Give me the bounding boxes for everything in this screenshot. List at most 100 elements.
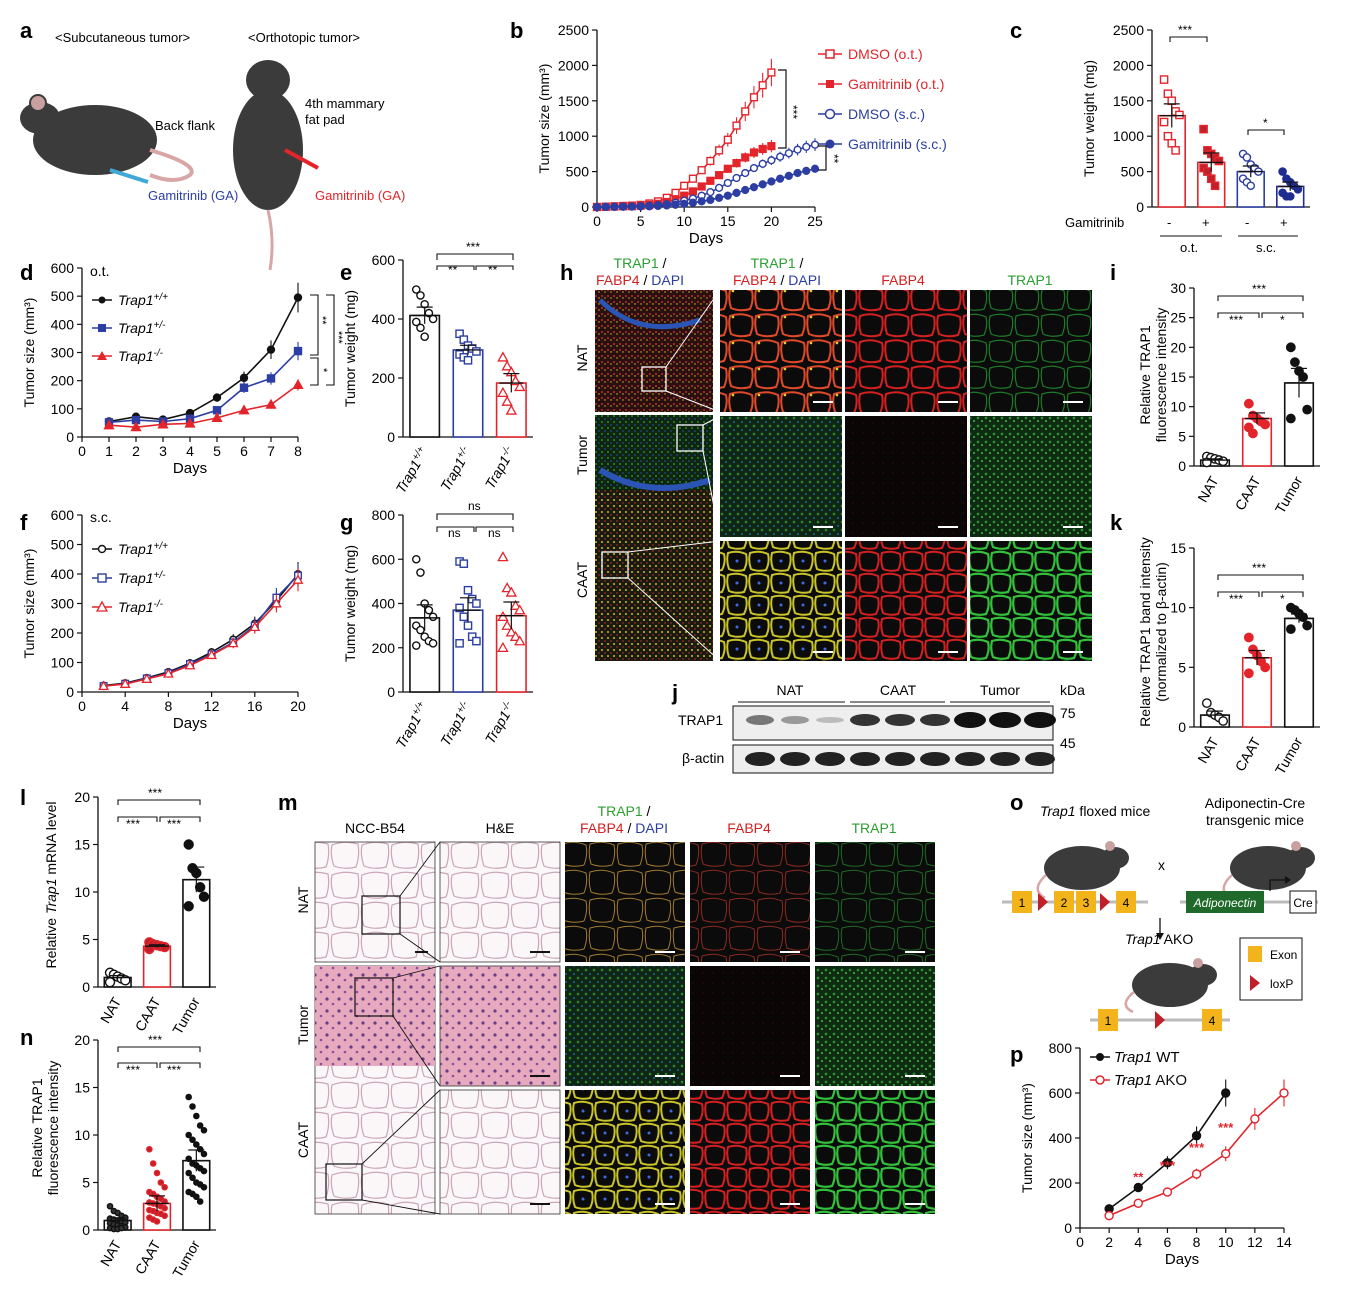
series-line (108, 384, 299, 428)
o-exon-1: 1 (1019, 896, 1026, 910)
data-point (1260, 419, 1271, 430)
data-point (592, 202, 602, 212)
p-legend-wt: WT (1152, 1049, 1180, 1066)
x-tick-label: 8 (165, 698, 173, 714)
data-point (653, 201, 663, 211)
y-tick-label: 800 (1049, 1040, 1073, 1056)
y-tick-label: 5 (1178, 428, 1186, 444)
x-tick-label: Trap1+/- (437, 444, 475, 494)
data-point (714, 171, 724, 180)
data-point (749, 183, 759, 192)
x-tick-label: 2 (132, 443, 140, 459)
x-tick-label-gene: Trap1 (437, 455, 469, 494)
data-point (185, 1131, 192, 1139)
x-tick-label-sup: +/- (454, 699, 470, 715)
x-tick-label: Trap1-/- (481, 699, 518, 747)
data-point (627, 202, 636, 211)
d-tag: o.t. (90, 263, 109, 279)
data-point (416, 568, 425, 577)
data-point (784, 171, 793, 180)
m-fabp4-tumor (690, 966, 810, 1086)
data-point (211, 412, 223, 422)
data-point (1221, 1088, 1231, 1098)
data-point (1214, 156, 1224, 166)
y-tick-label: 10 (1170, 399, 1186, 415)
svg-text:Trap1 floxed mice: Trap1 floxed mice (1040, 803, 1150, 819)
j-band-actin: β-actin (682, 750, 724, 766)
svg-text:Trap1 WT: Trap1 WT (1114, 1049, 1180, 1066)
data-point (106, 1202, 114, 1210)
panel-letter-d: d (20, 260, 33, 285)
sig-l-3: *** (167, 817, 181, 831)
panel-a: <Subcutaneous tumor> <Orthotopic tumor> … (20, 30, 405, 271)
data-point (723, 164, 732, 173)
svg-text:Trap1 AKO: Trap1 AKO (1114, 1072, 1187, 1089)
series-line (103, 579, 299, 687)
data-point (514, 380, 526, 392)
data-point (189, 1174, 196, 1182)
h-nat-fabp4 (845, 290, 967, 412)
h-row-tumor: Tumor (574, 435, 590, 475)
d-legend-2: Trap1 (118, 320, 154, 336)
chart-c: 0 500 1000 1500 2000 2500 Tumor weight (mg) (1081, 22, 1310, 215)
n-ylabel-2: fluorescence intensity (45, 1061, 61, 1196)
x-tick-label: 25 (807, 213, 823, 229)
panel-letter-m: m (278, 790, 298, 815)
data-point (1285, 624, 1296, 635)
data-point (802, 166, 811, 175)
data-point (497, 386, 509, 398)
m-he-nat (439, 841, 561, 963)
data-point (680, 199, 689, 208)
mouse-side-illustration (20, 94, 194, 184)
x-tick-label: 15 (720, 213, 736, 229)
x-tick-label: CAAT (1232, 734, 1264, 774)
data-point (749, 163, 759, 173)
x-tick-label: 20 (290, 698, 306, 714)
y-tick-label: 1500 (1113, 93, 1144, 109)
y-tick-label: 600 (51, 507, 75, 523)
x-tick-label: NAT (1194, 734, 1222, 766)
m-merge-caat (565, 1090, 685, 1214)
x-tick-label: 6 (240, 443, 248, 459)
svg-text:FABP4 / DAPI: FABP4 / DAPI (733, 272, 821, 288)
data-point (741, 168, 750, 178)
x-tick-label: 0 (78, 443, 86, 459)
svg-text:Trap1+/-: Trap1+/- (118, 570, 166, 587)
chart-i: 0 5 10 15 20 25 30 NAT CAAT Tumor (1170, 280, 1320, 516)
y-tick-label: 2500 (558, 22, 589, 38)
m-col-he: H&E (486, 820, 515, 836)
sig-l-2: *** (126, 817, 140, 831)
sig-n-2: *** (126, 1063, 140, 1077)
y-tick-label: 800 (372, 507, 396, 523)
data-point (463, 621, 473, 630)
x-tick-label-gene: Trap1 (482, 708, 514, 747)
data-point (1248, 428, 1258, 439)
y-tick-label: 0 (66, 684, 74, 700)
sig-p: *** (1189, 1140, 1205, 1155)
f-legend-3: Trap1 (118, 599, 154, 615)
m-trap1-nat (815, 842, 935, 962)
series-line (108, 350, 299, 424)
data-point (420, 332, 429, 342)
sig-e-1: *** (466, 240, 480, 254)
y-tick-label: 1000 (1113, 128, 1144, 144)
y-tick-label: 20 (1170, 339, 1186, 355)
data-point (428, 612, 438, 622)
data-point (1279, 1088, 1289, 1098)
series-line (103, 573, 299, 687)
data-point (157, 1179, 165, 1186)
m-trap1-caat (815, 1090, 935, 1214)
panel-h: TRAP1 / FABP4 / DAPI TRAP1 / FABP4 / DAP… (574, 255, 1092, 662)
panel-o: Trap1 floxed mice Adiponectin-Cre transg… (1002, 795, 1318, 1031)
data-point (619, 202, 628, 211)
data-point (161, 1183, 168, 1191)
sig-b-top: *** (786, 105, 800, 119)
data-point (505, 404, 518, 415)
svg-text:Trap1+/+: Trap1+/+ (118, 541, 168, 558)
data-point (463, 356, 473, 365)
series-line (596, 167, 816, 208)
k-ylabel-1: Relative TRAP1 band intensity (1137, 537, 1153, 727)
sig-p: *** (1160, 1158, 1176, 1173)
panel-ikln-extra: *** *** * *** *** * *** *** *** *** *** … (117, 282, 1304, 1077)
y-tick-label: 1500 (558, 93, 589, 109)
